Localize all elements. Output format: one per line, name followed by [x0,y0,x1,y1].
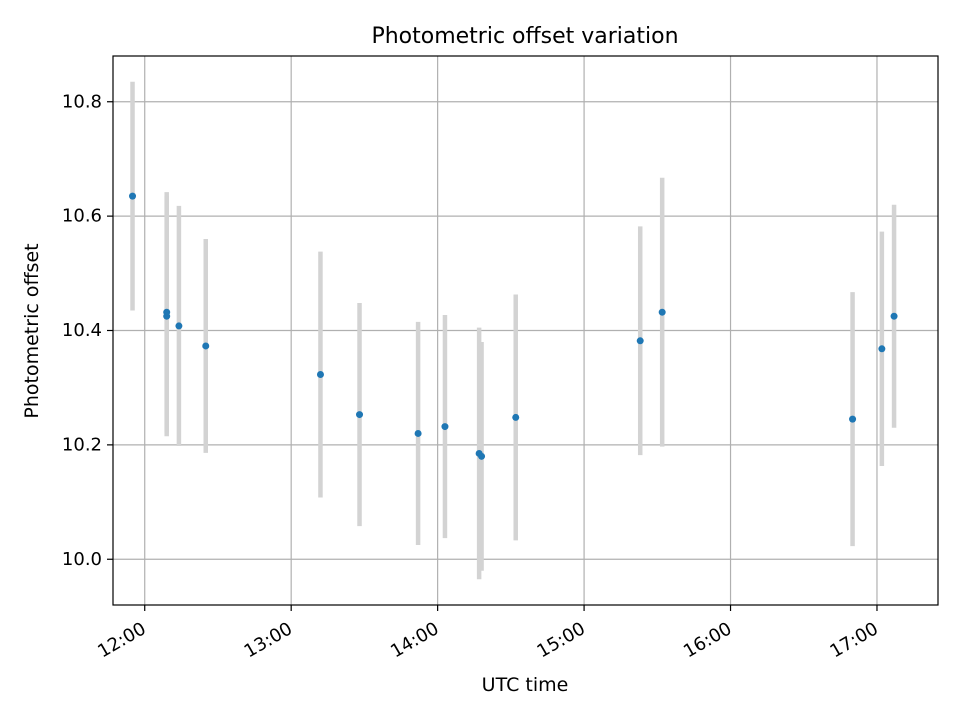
data-point [202,342,210,350]
data-point [636,337,644,345]
y-tick-label: 10.0 [62,549,102,570]
data-point [175,322,183,330]
y-tick-label: 10.6 [62,206,102,227]
data-point [441,423,449,431]
data-point [414,429,422,437]
data-point [129,192,137,200]
data-point [316,371,324,379]
chart-title: Photometric offset variation [371,24,678,49]
data-points [129,192,898,460]
data-point [658,308,666,316]
y-axis-ticks: 10.0 10.2 10.4 10.6 10.8 [62,91,113,570]
data-point [849,415,857,423]
y-tick-label: 10.8 [62,91,102,112]
grid-lines [113,56,938,605]
data-point [512,413,520,421]
data-point [478,452,486,460]
y-axis-label: Photometric offset [21,243,43,418]
y-tick-label: 10.4 [62,320,102,341]
x-axis-label: UTC time [482,674,569,696]
data-point [890,312,898,320]
data-point [356,411,364,419]
data-point [878,345,886,353]
y-tick-label: 10.2 [62,434,102,455]
data-point [163,308,171,316]
